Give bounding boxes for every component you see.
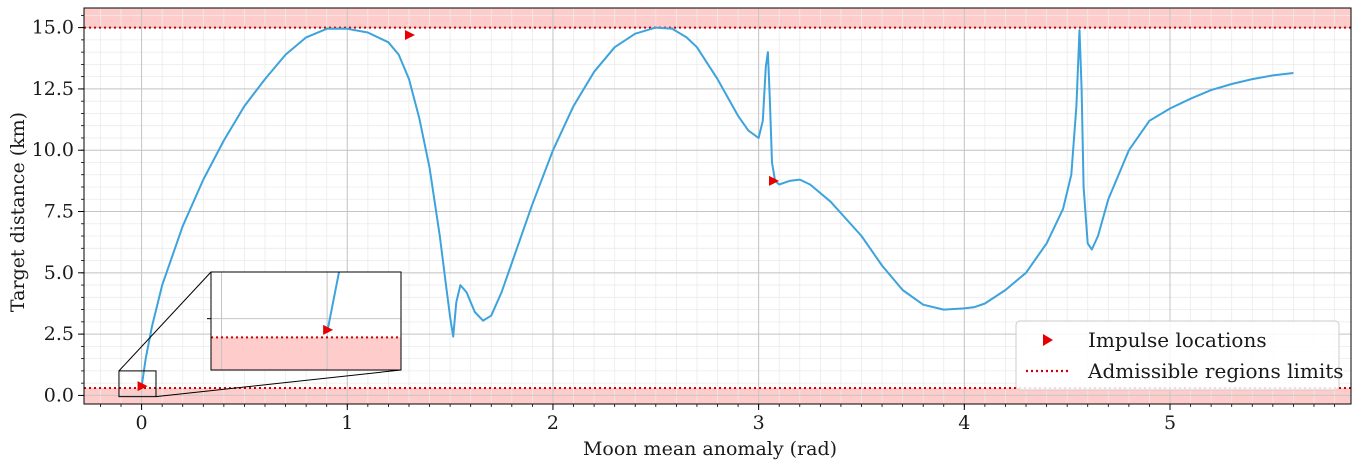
inset-plot [211,272,401,370]
y-tick-label: 7.5 [44,201,74,223]
x-tick-label: 1 [341,412,353,434]
x-tick-label: 2 [547,412,559,434]
y-tick-label: 0.0 [44,384,74,406]
x-tick-label: 4 [958,412,970,434]
x-tick-label: 3 [753,412,765,434]
inset-zoom [118,271,402,398]
distance-series-line [140,26,1294,387]
y-tick-label: 10.0 [32,139,74,161]
legend: Impulse locations Admissible regions lim… [1015,320,1344,391]
zoom-connector-line [118,271,212,372]
inset-frame [210,271,402,371]
y-tick-label: 2.5 [44,323,74,345]
impulse-marker [137,381,148,392]
y-tick-label: 15.0 [32,17,74,39]
y-axis-ticks: 0.0 2.5 5.0 7.5 10.0 12.5 15.0 [32,14,84,406]
legend-impulse-label: Impulse locations [1088,328,1267,352]
y-axis-label: Target distance (km) [7,112,29,312]
impulse-markers [137,29,780,392]
x-axis-ticks: 0 1 2 3 4 5 [100,404,1335,434]
legend-box [1015,320,1340,391]
x-tick-label: 0 [136,412,148,434]
series-layer [140,26,1294,387]
x-axis-label: Moon mean anomaly (rad) [583,438,837,460]
zoom-source-box [118,370,157,398]
inset-impulse-marker [323,324,334,335]
legend-impulse-marker [1043,334,1053,346]
y-tick-label: 5.0 [44,262,74,284]
zoom-connector-line [155,369,402,398]
x-tick-label: 5 [1164,412,1176,434]
inset-inadmissible-region [211,337,401,370]
impulse-marker [769,175,780,186]
y-tick-label: 12.5 [32,78,74,100]
legend-limit-label: Admissible regions limits [1087,359,1344,383]
impulse-marker [404,29,415,40]
